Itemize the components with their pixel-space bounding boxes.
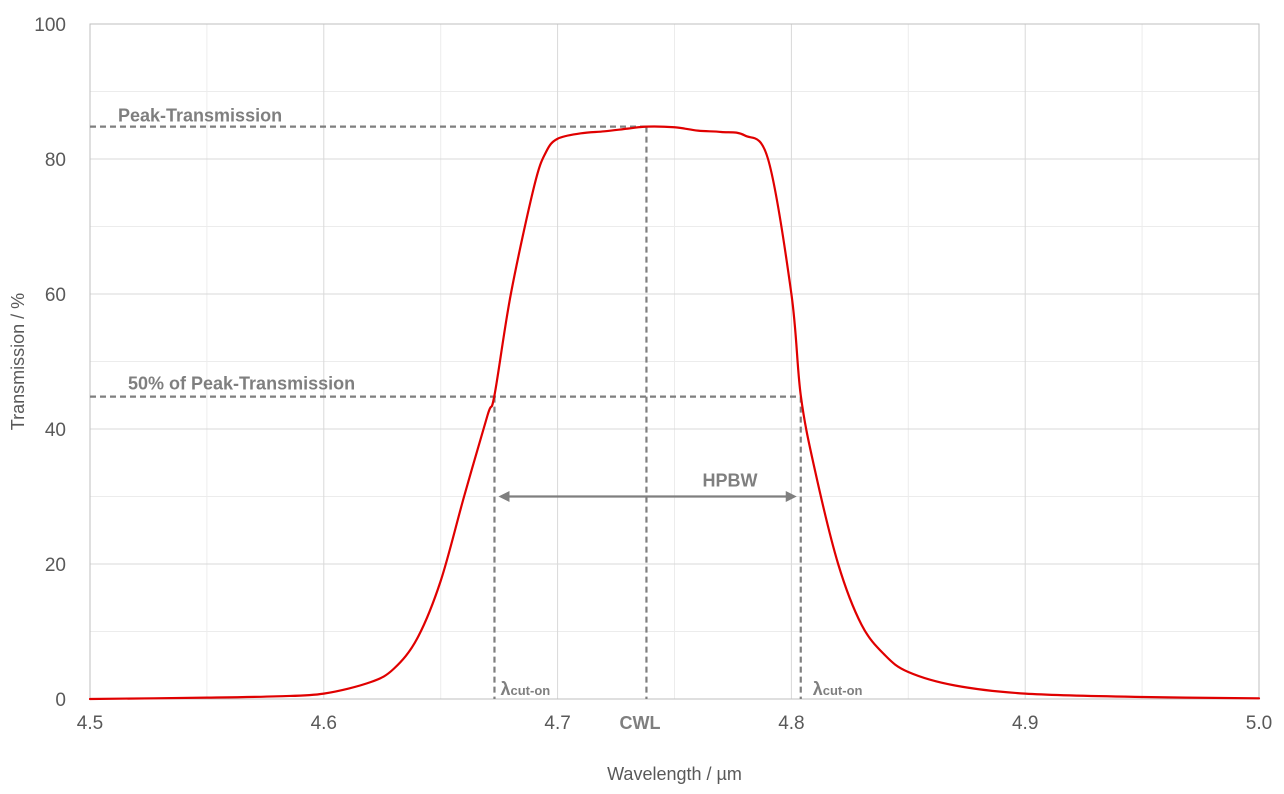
transmission-series-line [88,125,1261,701]
x-tick-label: 4.6 [311,713,337,734]
hpbw-label: HPBW [703,471,758,491]
minor-gridlines [90,24,1259,699]
y-tick-label: 80 [45,150,66,171]
x-axis-title: Wavelength / µm [607,764,742,784]
y-axis-title: Transmission / % [8,293,28,430]
x-tick-label: 4.7 [544,713,570,734]
x-tick-label: 4.5 [77,713,103,734]
lambda-symbol: λ [813,679,823,699]
annotation-lines [90,125,802,699]
y-tick-label: 60 [45,285,66,306]
lambda-cut-on-left-label: λcut-on [500,679,550,699]
lambda-subscript: cut-on [510,683,550,698]
y-tick-label: 20 [45,555,66,576]
lambda-cut-on-right-label: λcut-on [813,679,863,699]
plot-area-frame [89,23,1260,700]
lambda-subscript: cut-on [823,683,863,698]
lambda-symbol: λ [500,679,510,699]
half-peak-label: 50% of Peak-Transmission [128,374,355,394]
y-axis-tick-labels: 0 20 40 60 80 100 [34,15,66,711]
annotation-labels: Peak-Transmission 50% of Peak-Transmissi… [118,106,863,733]
x-axis-tick-labels: 4.5 4.6 4.7 4.8 4.9 5.0 [77,713,1272,734]
peak-transmission-label: Peak-Transmission [118,106,282,126]
cwl-label: CWL [620,713,661,733]
y-tick-label: 0 [55,690,66,711]
y-tick-label: 100 [34,15,66,36]
y-tick-label: 40 [45,420,66,441]
hpbw-arrowhead-left [498,491,510,502]
x-tick-label: 5.0 [1246,713,1272,734]
x-tick-label: 4.9 [1012,713,1038,734]
hpbw-arrowhead-right [785,491,797,502]
x-tick-label: 4.8 [778,713,804,734]
